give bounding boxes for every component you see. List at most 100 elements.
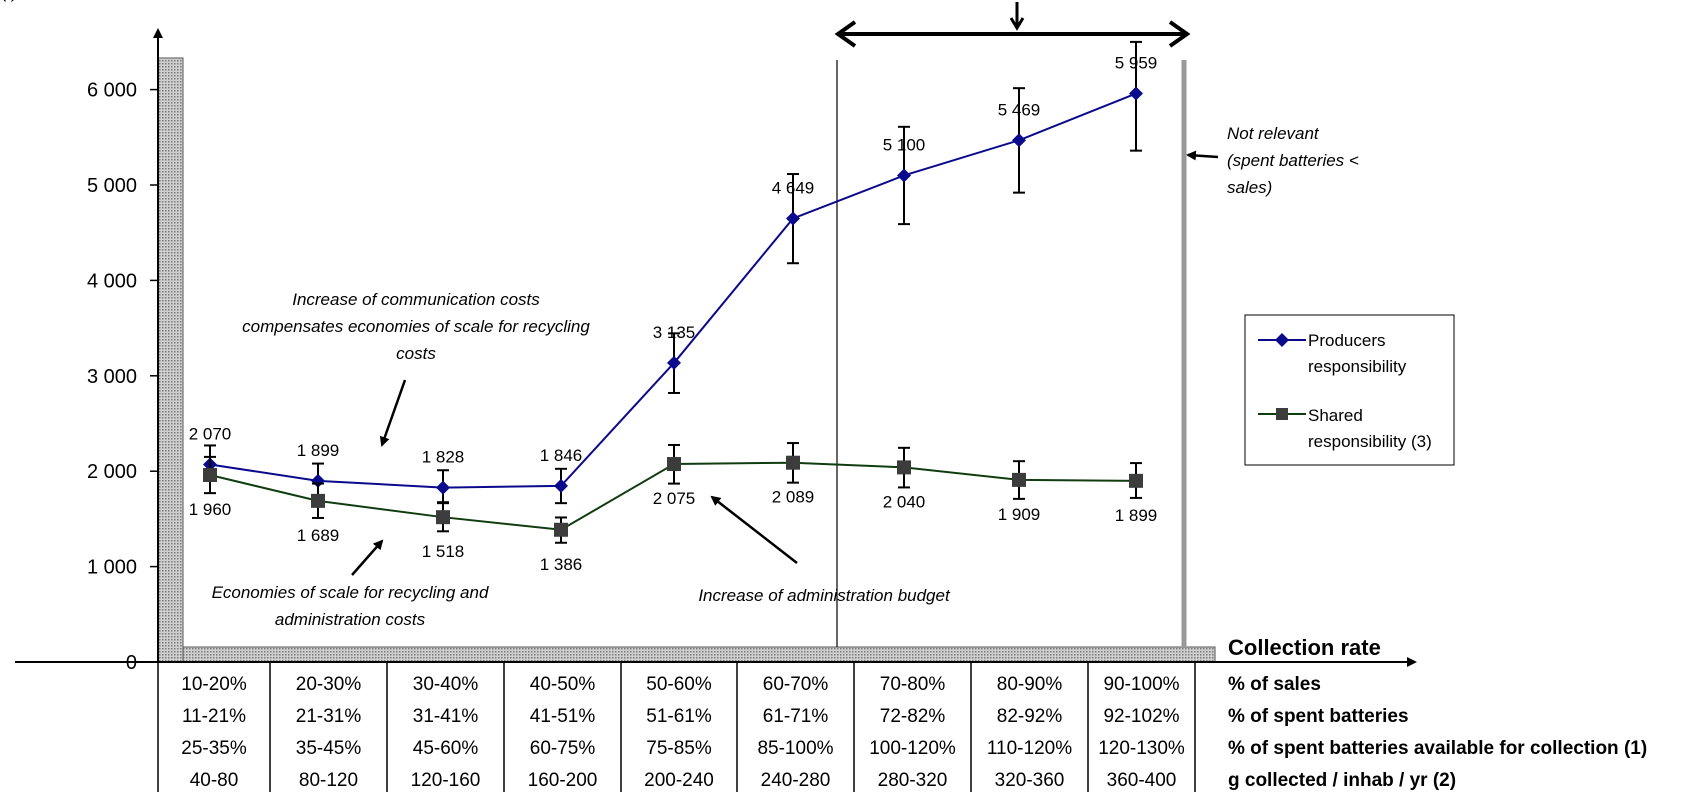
data-point [436,510,450,525]
data-label: 1 960 [189,500,232,519]
table-cell: 10-20% [181,674,247,695]
range-arrow-left-head [834,20,857,48]
table-cell: 120-160 [411,770,481,791]
data-label: 5 469 [998,100,1041,119]
svg-text:Not relevant: Not relevant [1227,124,1320,143]
range-down-arrow-head [1009,17,1025,31]
table-cell: 280-320 [878,770,948,791]
table-cells: 10-20% 20-30% 30-40% 40-50% 50-60% 60-70% 70-8… [181,674,1185,791]
table-cell: 51-61% [646,706,712,727]
table-cell: 70-80% [880,674,946,695]
table-cell: 31-41% [413,706,479,727]
data-point [554,522,568,537]
data-point [667,457,681,472]
data-point [203,468,217,483]
annotation-not-relevant-arrow [1186,150,1219,161]
table-cell: 30-40% [413,674,479,695]
data-label: 5 100 [883,135,926,154]
legend-entry-shared: Shared responsibility (3) [1258,406,1432,451]
table-cell: 50-60% [646,674,712,695]
table-cell: 21-31% [296,706,362,727]
svg-text:Increase of administration bud: Increase of administration budget [698,586,951,605]
data-point [1129,473,1143,488]
data-point [554,478,568,493]
table-cell: 40-50% [530,674,596,695]
data-point [897,460,911,475]
y-tick-label: 0 [126,652,137,674]
svg-text:sales): sales) [1227,178,1272,197]
x-axis-title: Collection rate [1228,635,1381,660]
data-label: 2 089 [772,488,815,507]
series-producers: 2 070 1 899 1 828 1 846 3 135 4 649 5 100 5 469… [189,40,1158,505]
data-label: 1 909 [998,505,1041,524]
table-cell: 120-130% [1098,738,1185,759]
table-cell: 75-85% [646,738,712,759]
data-label: 2 075 [653,489,696,508]
y-tick-label: 6 000 [87,80,137,102]
data-label: 4 649 [772,178,815,197]
svg-text:costs: costs [396,344,436,363]
data-point [897,168,911,183]
table-cell: 41-51% [530,706,596,727]
annotation-not-relevant: Not relevant (spent batteries < sales) [1227,124,1359,197]
legend: Producers responsibility Shared responsi… [1244,314,1455,466]
annotation-economies-of-scale: Economies of scale for recycling and adm… [212,583,489,629]
data-label: 1 689 [297,526,340,545]
table-cell: 35-45% [296,738,362,759]
table-cell: 40-80 [190,770,239,791]
data-point [1012,472,1026,487]
table-cell: 320-360 [995,770,1065,791]
data-label: 2 040 [883,492,926,511]
series-layer: 2 070 1 899 1 828 1 846 3 135 4 649 5 100 5 469… [189,40,1158,574]
svg-text:Economies of scale for recycli: Economies of scale for recycling and [212,583,489,602]
table-cell: 80-120 [299,770,358,791]
svg-text:responsibility (3): responsibility (3) [1308,432,1432,451]
left-hatched-bar [157,57,184,663]
table-cell: 45-60% [413,738,479,759]
data-point [786,455,800,470]
top-left-fragment: ( ) [2,0,18,2]
table-cell: 80-90% [997,674,1063,695]
table-cell: 110-120% [987,738,1072,759]
svg-text:Increase of communication cost: Increase of communication costs [292,290,540,309]
table-cell: 11-21% [182,706,246,727]
data-point [667,355,681,370]
data-point [311,493,325,508]
annotation-administration-budget: Increase of administration budget [698,586,951,605]
annotation-administration-arrow [710,495,798,564]
table-cell: 160-200 [528,770,598,791]
data-point [1129,86,1143,101]
table-cell: 25-35% [181,738,247,759]
legend-entry-producers: Producers responsibility [1258,331,1407,376]
svg-text:(spent batteries <: (spent batteries < [1227,151,1359,170]
svg-text:administration costs: administration costs [275,610,426,629]
data-label: 1 899 [297,441,340,460]
range-arrow-right-head [1168,20,1191,48]
table-cell: 20-30% [296,674,362,695]
table-row-label: g collected / inhab / yr (2) [1228,770,1456,791]
collection-rate-table [157,662,1196,792]
table-cell: 82-92% [997,706,1063,727]
y-tick-label: 1 000 [87,557,137,579]
y-tick-label: 2 000 [87,461,137,483]
table-cell: 60-75% [530,738,596,759]
data-label: 2 070 [189,425,232,444]
data-label: 5 959 [1115,54,1158,73]
table-row-label: % of spent batteries [1228,706,1409,727]
table-cell: 60-70% [763,674,829,695]
table-cell: 61-71% [763,706,829,727]
annotation-economies-arrow [351,539,384,576]
data-label: 1 899 [1115,506,1158,525]
svg-text:compensates economies of scale: compensates economies of scale for recyc… [242,317,590,336]
table-cell: 85-100% [757,738,833,759]
table-row-label: % of sales [1228,674,1321,695]
table-cell: 90-100% [1103,674,1179,695]
data-point [786,211,800,226]
table-cell: 240-280 [761,770,831,791]
data-label: 1 518 [422,542,465,561]
y-tick-label: 3 000 [87,366,137,388]
data-label: 3 135 [653,323,696,342]
svg-text:Producers: Producers [1308,331,1385,350]
table-cell: 100-120% [869,738,956,759]
